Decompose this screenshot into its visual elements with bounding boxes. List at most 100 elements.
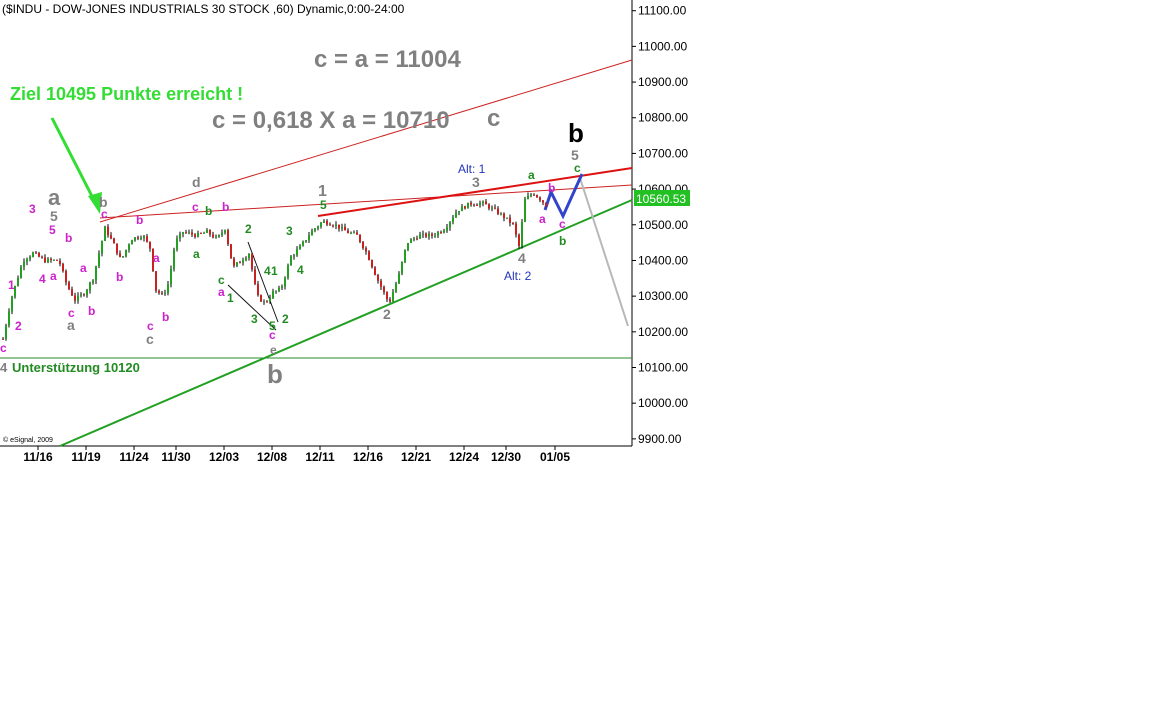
- candle-body: [449, 221, 451, 228]
- candle-body: [368, 251, 370, 261]
- candle-body: [323, 220, 325, 223]
- candles: [2, 192, 547, 341]
- candle-body: [497, 208, 499, 215]
- candle-body: [68, 282, 70, 290]
- wave-label: b: [116, 270, 123, 284]
- candle-body: [44, 257, 46, 263]
- candle-body: [296, 249, 298, 256]
- candle-body: [26, 259, 28, 262]
- candle-body: [485, 201, 487, 205]
- wave-label: a: [539, 212, 546, 226]
- annotation-alt2: Alt: 2: [504, 269, 532, 283]
- candle-body: [410, 239, 412, 243]
- candle-body: [326, 220, 328, 225]
- candle-body: [278, 287, 280, 291]
- x-tick-label: 11/19: [71, 450, 101, 464]
- candle-body: [470, 202, 472, 205]
- y-tick-label: 9900.00: [638, 432, 682, 446]
- candle-body: [347, 230, 349, 234]
- y-tick-label: 10100.00: [638, 361, 688, 375]
- candle-body: [488, 204, 490, 209]
- y-tick-label: 10500.00: [638, 218, 688, 232]
- candle-body: [128, 244, 130, 250]
- candle-body: [317, 226, 319, 229]
- candle-body: [62, 263, 64, 272]
- wave-label: b: [548, 181, 555, 195]
- candle-body: [287, 265, 289, 278]
- wave-label: 4: [264, 264, 271, 278]
- x-axis: 11/16 11/19 11/24 11/30 12/03 12/08 12/11 12/16…: [23, 446, 570, 464]
- candle-body: [29, 256, 31, 260]
- candle-body: [80, 294, 82, 296]
- x-tick-label: 12/24: [449, 450, 479, 464]
- wave-label: 2: [245, 222, 252, 236]
- candle-body: [503, 213, 505, 219]
- candle-body: [494, 207, 496, 209]
- candle-body: [383, 286, 385, 293]
- candle-body: [533, 194, 535, 196]
- candle-body: [170, 268, 172, 285]
- wave-label: 3: [251, 312, 258, 326]
- candle-body: [77, 295, 79, 301]
- candle-body: [176, 238, 178, 250]
- candle-body: [260, 295, 262, 302]
- candle-body: [8, 311, 10, 326]
- candle-body: [185, 232, 187, 234]
- candle-body: [539, 197, 541, 201]
- candle-body: [272, 291, 274, 299]
- wave-label: 2: [383, 306, 391, 322]
- candle-body: [266, 301, 268, 303]
- candle-body: [524, 199, 526, 222]
- candle-body: [416, 238, 418, 240]
- y-tick-label: 10300.00: [638, 289, 688, 303]
- wave-label: c: [101, 207, 108, 221]
- candle-body: [116, 243, 118, 254]
- candle-body: [11, 296, 13, 312]
- candle-body: [512, 222, 514, 224]
- candle-body: [314, 228, 316, 231]
- wave-label: b: [267, 359, 283, 389]
- wave-label: c: [0, 341, 7, 355]
- annotation-support: Unterstützung 10120: [12, 360, 140, 375]
- candle-body: [542, 200, 544, 203]
- candle-body: [86, 290, 88, 296]
- candle-body: [248, 253, 250, 259]
- candle-body: [263, 301, 265, 303]
- wave-label: 2: [15, 319, 22, 333]
- candle-body: [506, 217, 508, 219]
- candle-body: [464, 206, 466, 209]
- wave-label: a: [48, 185, 61, 210]
- candle-body: [47, 258, 49, 263]
- candle-body: [191, 232, 193, 235]
- candle-body: [530, 194, 532, 196]
- candle-body: [137, 237, 139, 239]
- candle-body: [392, 292, 394, 302]
- candle-body: [365, 248, 367, 252]
- candle-body: [74, 295, 76, 301]
- candle-body: [515, 223, 517, 235]
- wave-label: a: [153, 251, 160, 265]
- copyright-text: © eSignal, 2009: [3, 436, 53, 444]
- candle-body: [338, 224, 340, 229]
- x-tick-label: 12/08: [257, 450, 287, 464]
- candle-body: [476, 205, 478, 207]
- candle-body: [293, 255, 295, 257]
- y-axis: 11100.00 11000.00 10900.00 10800.00 10700.00…: [632, 4, 688, 446]
- candle-body: [329, 224, 331, 226]
- candle-body: [299, 245, 301, 250]
- candle-body: [362, 241, 364, 249]
- candle-body: [32, 252, 34, 257]
- candle-body: [398, 273, 400, 284]
- candle-body: [194, 234, 196, 237]
- candle-body: [335, 224, 337, 226]
- wave-label: 4: [39, 272, 46, 286]
- candle-body: [467, 202, 469, 209]
- candle-body: [251, 253, 253, 270]
- candle-body: [344, 226, 346, 231]
- candle-body: [218, 234, 220, 237]
- wave-label: a: [67, 317, 75, 333]
- candle-body: [359, 234, 361, 242]
- candle-body: [509, 217, 511, 223]
- candle-body: [458, 211, 460, 213]
- candle-body: [152, 248, 154, 272]
